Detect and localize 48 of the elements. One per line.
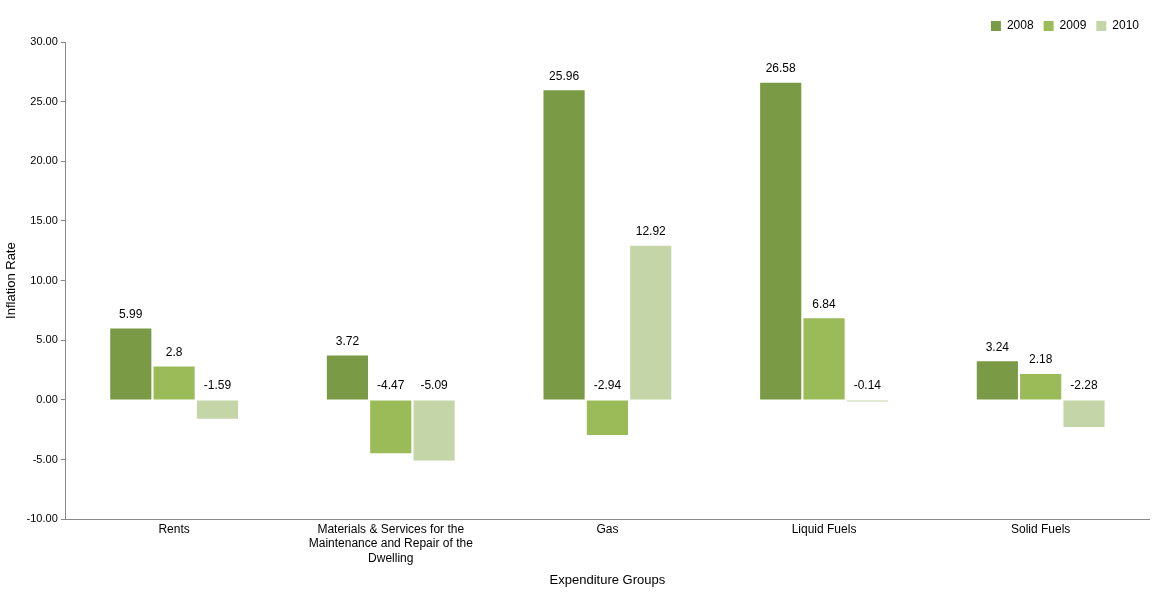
- data-label: 2.8: [165, 344, 183, 359]
- data-label: 25.96: [549, 68, 580, 83]
- y-tick-label: 25.00: [30, 94, 58, 107]
- legend-label: 2010: [1112, 18, 1140, 33]
- data-label: -0.14: [853, 378, 882, 393]
- bar: [153, 366, 195, 400]
- bar: [760, 82, 802, 400]
- x-tick-label: Rents: [158, 521, 190, 536]
- y-axis-title: Inflation Rate: [3, 242, 19, 319]
- legend-label: 2008: [1006, 18, 1034, 33]
- data-label: 3.24: [985, 339, 1010, 354]
- bar: [1020, 373, 1062, 400]
- y-tick-label: 15.00: [30, 213, 58, 226]
- y-tick-label: 5.00: [36, 333, 58, 346]
- y-tick-label: -10.00: [26, 512, 58, 525]
- x-tick-label: Solid Fuels: [1010, 521, 1071, 536]
- data-label: 3.72: [335, 333, 360, 348]
- y-tick-label: 0.00: [36, 392, 58, 405]
- bar: [543, 90, 585, 400]
- bar: [370, 400, 412, 454]
- bar: [630, 245, 672, 400]
- data-label: -1.59: [203, 378, 232, 393]
- bar: [1063, 400, 1105, 428]
- y-tick-label: -5.00: [32, 452, 58, 465]
- data-label: 26.58: [765, 61, 797, 76]
- data-label: 5.99: [119, 306, 143, 321]
- x-tick-label: Liquid Fuels: [791, 521, 857, 536]
- bar: [326, 355, 369, 400]
- data-label: 2.18: [1029, 352, 1053, 367]
- bar: [413, 400, 455, 461]
- x-axis-title: Expenditure Groups: [549, 571, 666, 587]
- x-tick-label: Materials & Services for the Maintenance and Repair of the Dwelling: [308, 521, 474, 565]
- bar: [196, 400, 239, 419]
- bar: [586, 400, 628, 435]
- data-label: 6.84: [812, 296, 837, 311]
- y-tick-label: 20.00: [30, 154, 58, 167]
- legend-label: 2009: [1059, 18, 1087, 33]
- bar: [976, 361, 1018, 400]
- data-label: 12.92: [635, 224, 667, 239]
- y-tick-label: 30.00: [30, 35, 58, 48]
- x-tick-label: Gas: [596, 521, 619, 536]
- data-label: -5.09: [420, 378, 449, 393]
- bar: [110, 328, 152, 400]
- bar: [803, 318, 845, 400]
- y-tick-label: 10.00: [30, 273, 58, 286]
- data-label: -2.94: [593, 378, 622, 393]
- data-label: -2.28: [1070, 378, 1099, 393]
- data-label: -4.47: [377, 378, 405, 393]
